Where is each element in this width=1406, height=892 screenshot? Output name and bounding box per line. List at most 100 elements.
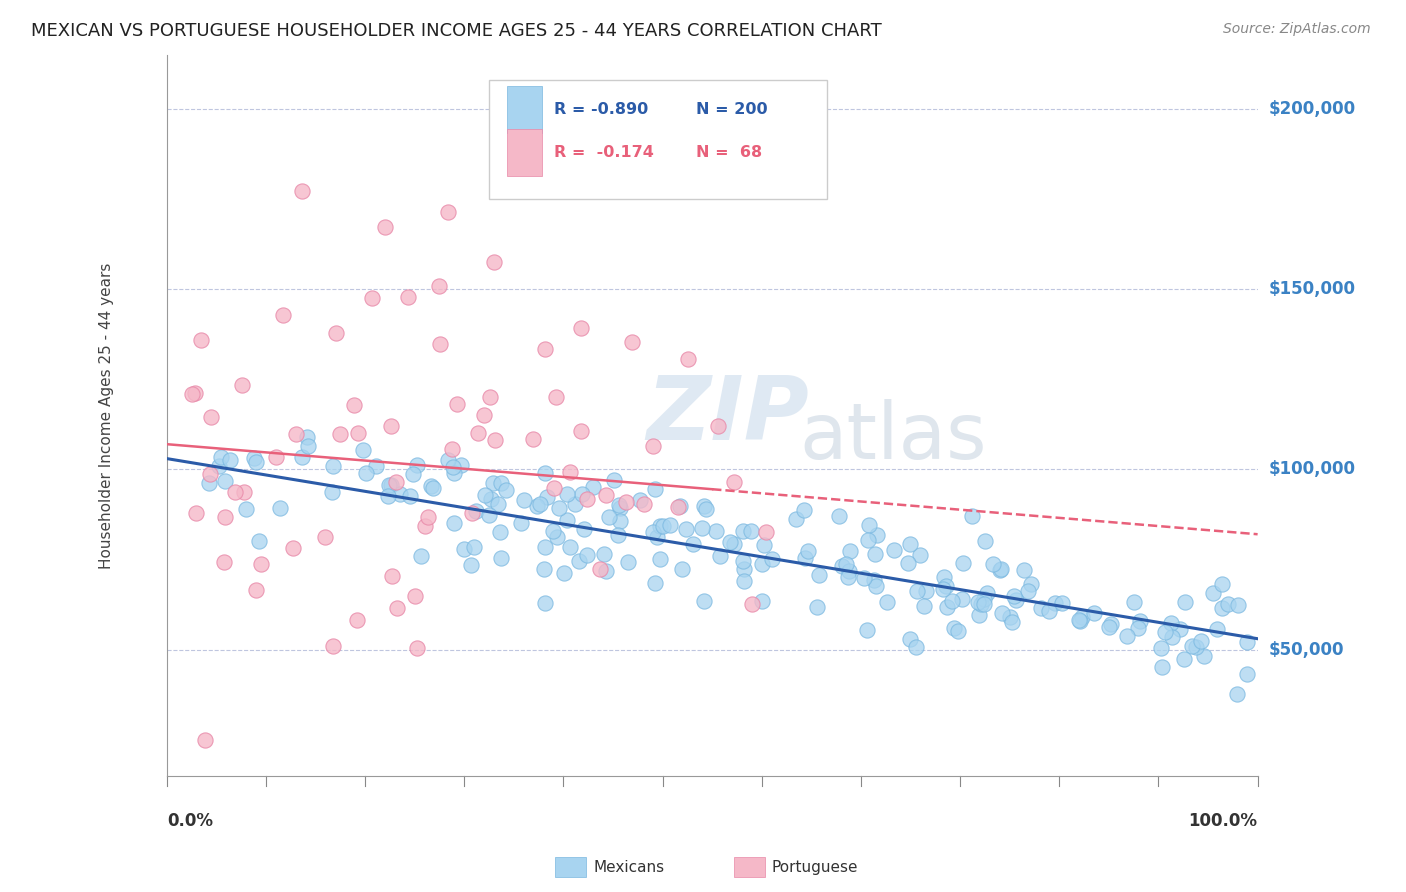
Point [647, 530, 669, 544]
Point [1160, 615, 1182, 630]
Point [291, 450, 314, 464]
Point [1181, 639, 1204, 653]
Point [991, 606, 1014, 620]
Point [184, 506, 207, 520]
Point [381, 569, 404, 583]
Point [1168, 622, 1191, 636]
Point [692, 521, 714, 535]
Point [194, 733, 217, 747]
Point [592, 547, 614, 561]
Point [533, 541, 555, 555]
Point [1083, 606, 1105, 620]
Point [1226, 687, 1249, 701]
Point [1000, 610, 1022, 624]
Point [1211, 576, 1233, 591]
Point [695, 502, 717, 516]
Point [838, 564, 860, 578]
Point [935, 599, 957, 614]
Point [553, 566, 575, 581]
Point [557, 487, 579, 501]
Point [755, 524, 778, 539]
Point [429, 337, 451, 351]
Text: N = 200: N = 200 [696, 102, 768, 117]
Point [692, 593, 714, 607]
Point [643, 439, 665, 453]
Point [463, 540, 485, 554]
Point [897, 557, 920, 571]
Point [378, 477, 401, 491]
Point [973, 598, 995, 612]
Point [620, 335, 643, 350]
Text: Source: ZipAtlas.com: Source: ZipAtlas.com [1223, 22, 1371, 37]
Point [941, 594, 963, 608]
Point [676, 352, 699, 367]
Point [693, 499, 716, 513]
Point [568, 554, 591, 568]
Point [534, 466, 557, 480]
Point [198, 467, 221, 482]
Point [976, 586, 998, 600]
Point [264, 450, 287, 465]
Point [200, 409, 222, 424]
Point [443, 467, 465, 481]
Point [967, 595, 990, 609]
Point [581, 479, 603, 493]
Point [603, 473, 626, 487]
Point [1185, 640, 1208, 654]
Point [733, 574, 755, 588]
Point [245, 455, 267, 469]
Text: ZIP: ZIP [647, 372, 810, 458]
Point [558, 465, 581, 479]
Text: Mexicans: Mexicans [593, 860, 665, 874]
Point [967, 607, 990, 622]
Point [973, 534, 995, 549]
Point [197, 475, 219, 490]
Point [546, 530, 568, 544]
Bar [508, 129, 543, 176]
Point [543, 481, 565, 495]
Point [1067, 613, 1090, 627]
Point [380, 478, 402, 492]
Point [250, 558, 273, 572]
Point [450, 458, 472, 472]
Point [1205, 622, 1227, 636]
Point [785, 511, 807, 525]
Point [900, 537, 922, 551]
Point [361, 291, 384, 305]
Point [858, 518, 880, 533]
Text: atlas: atlas [800, 399, 987, 475]
Point [1069, 614, 1091, 628]
Point [404, 589, 426, 603]
Point [1122, 595, 1144, 609]
Point [1173, 595, 1195, 609]
Point [406, 458, 429, 473]
Point [595, 564, 617, 578]
Point [413, 519, 436, 533]
Point [751, 594, 773, 608]
Point [741, 598, 763, 612]
Point [866, 528, 889, 542]
Text: 100.0%: 100.0% [1188, 812, 1257, 830]
Point [1150, 659, 1173, 673]
Point [396, 290, 419, 304]
Point [910, 549, 932, 563]
Point [486, 497, 509, 511]
Bar [508, 86, 543, 133]
Point [569, 321, 592, 335]
Point [828, 509, 851, 524]
Point [598, 509, 620, 524]
Point [614, 495, 637, 509]
Point [422, 481, 444, 495]
Point [247, 533, 270, 548]
Point [942, 621, 965, 635]
Point [794, 551, 817, 566]
Point [731, 524, 754, 538]
Point [541, 524, 564, 539]
Point [1002, 590, 1025, 604]
Point [536, 490, 558, 504]
Point [609, 498, 631, 512]
Point [522, 432, 544, 446]
Point [291, 184, 314, 198]
Point [389, 487, 412, 501]
Point [443, 516, 465, 531]
